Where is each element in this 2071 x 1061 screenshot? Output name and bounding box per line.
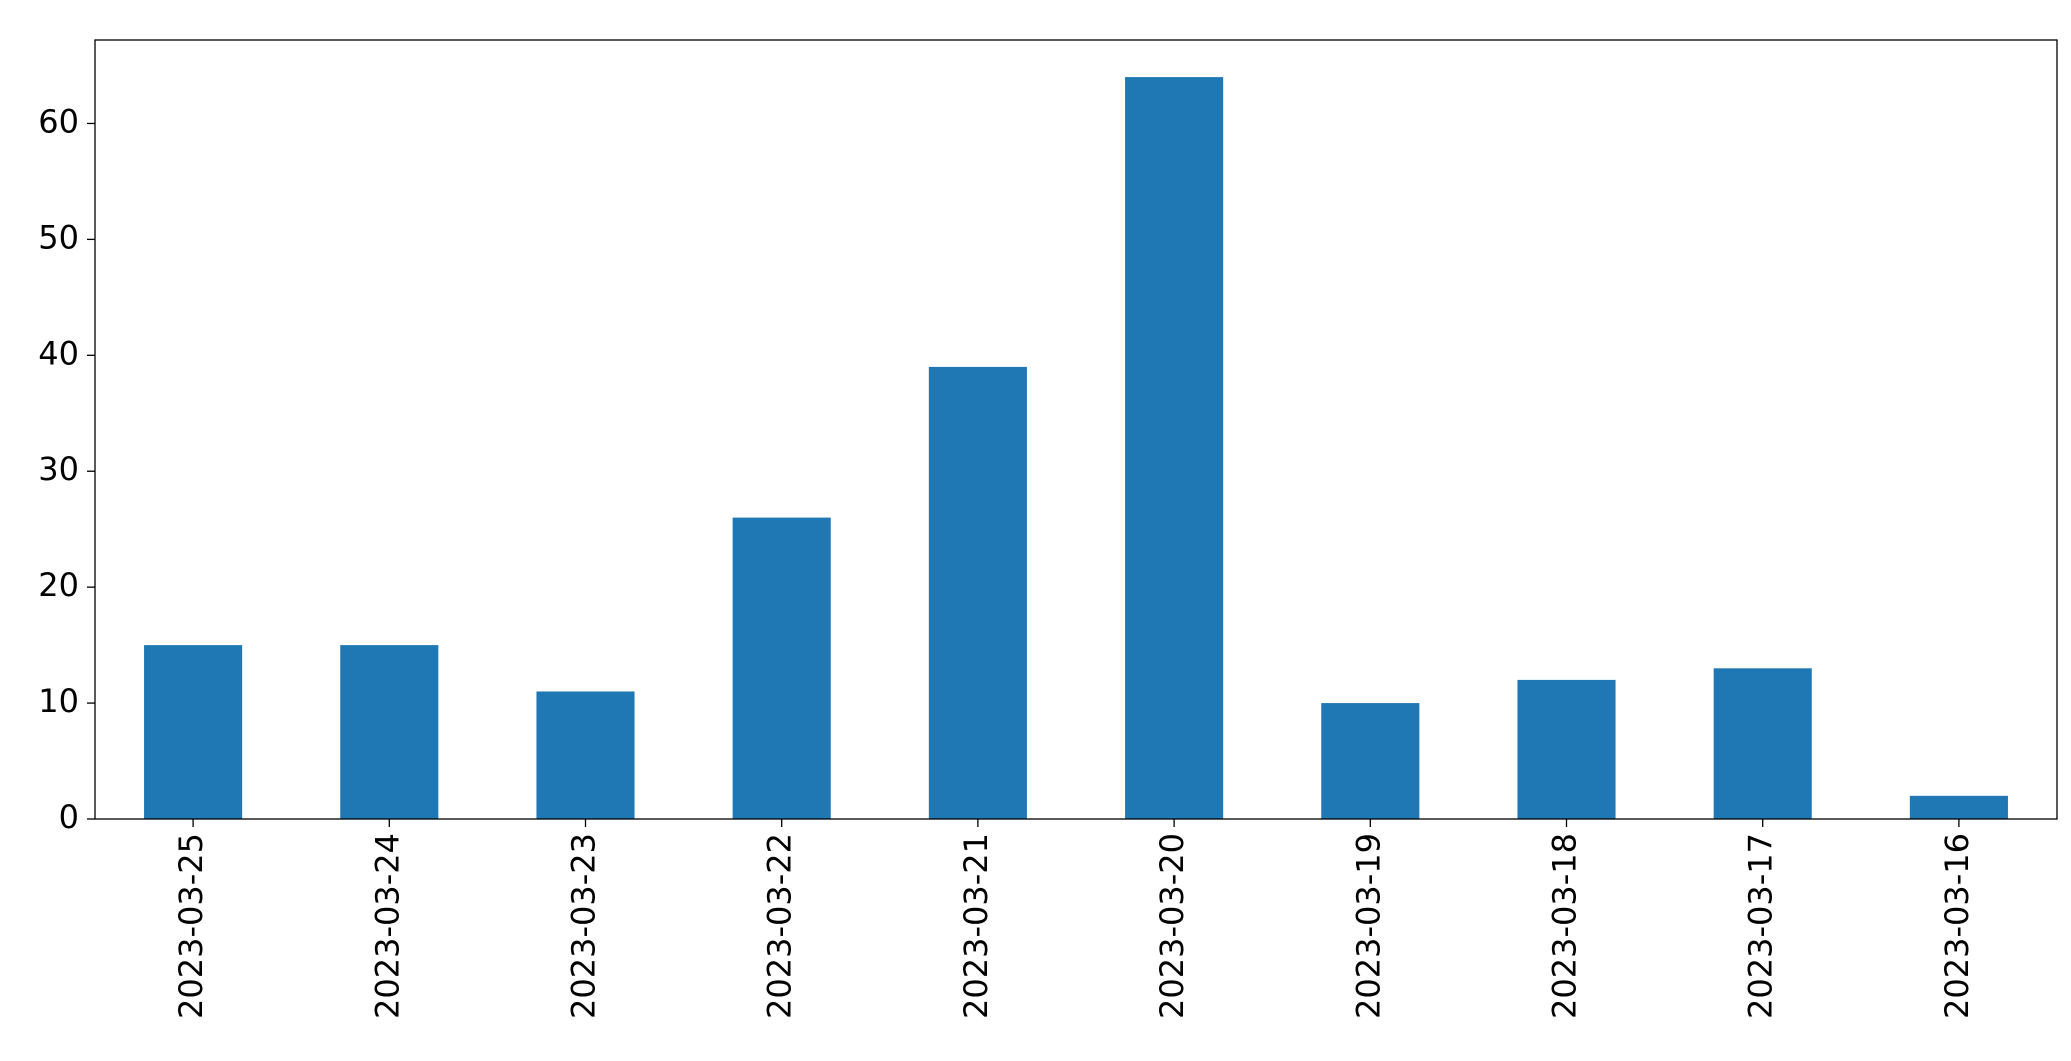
bar — [1713, 668, 1812, 819]
x-tick-label: 2023-03-24 — [368, 833, 406, 1019]
bar — [340, 645, 439, 819]
y-tick-label: 60 — [38, 102, 79, 140]
plot-frame — [94, 39, 2058, 820]
x-tick-label: 2023-03-17 — [1742, 833, 1780, 1019]
bar — [1909, 795, 2008, 819]
x-tick-label: 2023-03-20 — [1153, 833, 1191, 1019]
x-tick-label: 2023-03-23 — [565, 833, 603, 1019]
bar — [144, 645, 243, 819]
y-tick-label: 0 — [59, 798, 79, 836]
x-tick-label: 2023-03-22 — [761, 833, 799, 1019]
y-tick-label: 50 — [38, 218, 79, 256]
y-tick-label: 10 — [38, 682, 79, 720]
y-tick-label: 30 — [38, 450, 79, 488]
x-tick-label: 2023-03-25 — [172, 833, 210, 1019]
y-tick-label: 40 — [38, 334, 79, 372]
bar — [1321, 703, 1420, 819]
y-tick-label: 20 — [38, 566, 79, 604]
x-tick-label: 2023-03-18 — [1546, 833, 1584, 1019]
x-tick-label: 2023-03-16 — [1938, 833, 1976, 1019]
bar — [928, 366, 1027, 819]
bar — [1125, 77, 1224, 820]
bar — [1517, 679, 1616, 819]
x-tick-label: 2023-03-21 — [957, 833, 995, 1019]
bar — [536, 691, 635, 819]
bar — [732, 517, 831, 819]
x-tick-label: 2023-03-19 — [1349, 833, 1387, 1019]
